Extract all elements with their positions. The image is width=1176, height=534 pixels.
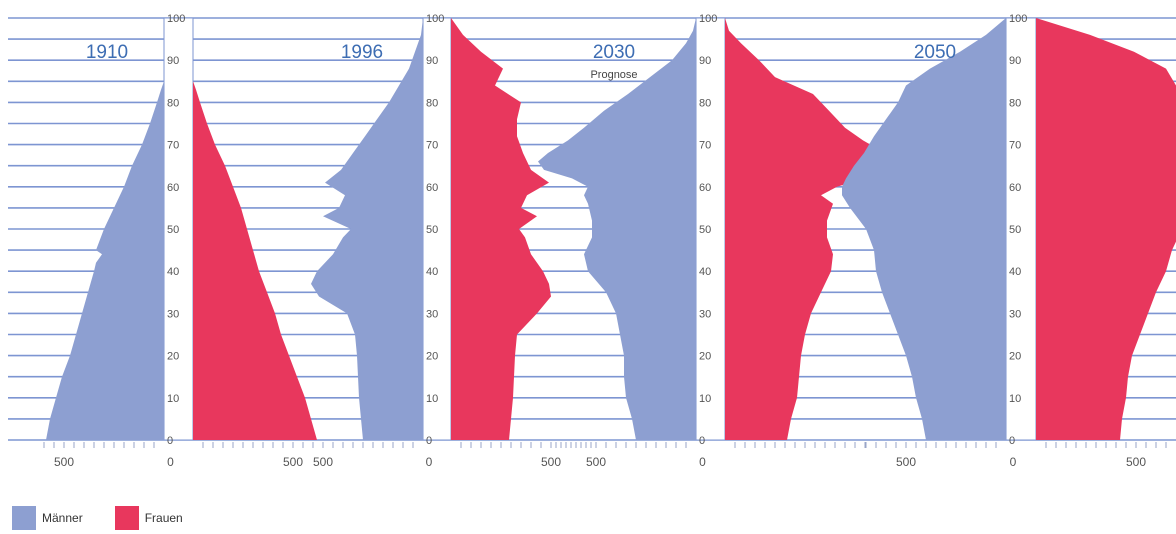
panel-2030-age-tick-80: 80 (699, 97, 711, 109)
panel-1910-x-label-0: 500 (54, 455, 74, 469)
panel-1996-title: 1996 (341, 42, 383, 63)
panel-2030-age-tick-70: 70 (699, 140, 711, 152)
panel-1910-age-tick-100: 100 (167, 13, 185, 25)
panel-1996-age-tick-30: 30 (426, 308, 438, 320)
legend-item-maenner: Männer (12, 506, 83, 530)
panel-2050-age-tick-80: 80 (1009, 97, 1021, 109)
panel-2050-x-label-1: 0 (1010, 455, 1017, 469)
panel-2050-age-tick-70: 70 (1009, 140, 1021, 152)
panel-2030-title: 2030 (593, 42, 635, 63)
panel-2030-age-tick-30: 30 (699, 308, 711, 320)
panel-2030-age-tick-50: 50 (699, 224, 711, 236)
panel-2030-age-tick-0: 0 (699, 435, 705, 447)
panel-1996-area-frauen (451, 18, 551, 440)
legend-swatch-frauen (114, 506, 139, 530)
panel-1910-age-tick-10: 10 (167, 393, 179, 405)
panel-1910-age-tick-50: 50 (167, 224, 179, 236)
panel-1996-age-tick-60: 60 (426, 182, 438, 194)
panel-1996-age-tick-0: 0 (426, 435, 432, 447)
panel-1996-age-tick-20: 20 (426, 351, 438, 363)
panel-2050-age-tick-60: 60 (1009, 182, 1021, 194)
panel-1996-age-tick-40: 40 (426, 266, 438, 278)
panel-2030-subtitle: Prognose (590, 69, 637, 81)
panel-2030-age-tick-90: 90 (699, 55, 711, 67)
panel-2030-age-tick-20: 20 (699, 351, 711, 363)
panel-1996-x-label-0: 500 (313, 455, 333, 469)
panel-2050-age-tick-10: 10 (1009, 393, 1021, 405)
panel-2050-area-mnner (842, 18, 1006, 440)
panel-1910-age-tick-40: 40 (167, 266, 179, 278)
panel-2050-age-tick-90: 90 (1009, 55, 1021, 67)
panel-2050-x-label-0: 500 (896, 455, 916, 469)
legend-swatch-maenner (12, 506, 36, 530)
panel-1996-age-tick-80: 80 (426, 97, 438, 109)
panel-1910-area-mnner (46, 81, 164, 441)
panel-2050-age-tick-50: 50 (1009, 224, 1021, 236)
panel-1910-title: 1910 (86, 42, 128, 63)
panel-1910-age-tick-60: 60 (167, 182, 179, 194)
panel-1910-age-tick-80: 80 (167, 97, 179, 109)
panel-2030-age-tick-40: 40 (699, 266, 711, 278)
panel-2030-age-tick-60: 60 (699, 182, 711, 194)
panel-2030-area-frauen (725, 18, 895, 440)
panel-1910-area-frauen (193, 81, 317, 441)
legend-label-frauen: Frauen (144, 511, 183, 525)
panel-2050-age-tick-20: 20 (1009, 351, 1021, 363)
panel-2050-age-tick-40: 40 (1009, 266, 1021, 278)
panel-1996-age-tick-70: 70 (426, 140, 438, 152)
panel-1996-age-axis (422, 17, 452, 441)
panel-2050-age-tick-100: 100 (1009, 13, 1027, 25)
panel-1910-age-tick-0: 0 (167, 435, 173, 447)
panel-1996-area-mnner (311, 18, 423, 440)
panel-2050-age-tick-30: 30 (1009, 308, 1021, 320)
panel-2050-area-frauen (1036, 18, 1176, 440)
panel-2050-x-label-2: 500 (1126, 455, 1146, 469)
panel-2030-age-tick-10: 10 (699, 393, 711, 405)
legend-item-frauen: Frauen (114, 506, 183, 530)
panel-2030-x-label-0: 500 (586, 455, 606, 469)
panel-1910-x-label-2: 500 (283, 455, 303, 469)
panel-1910-age-tick-30: 30 (167, 308, 179, 320)
legend-label-maenner: Männer (42, 511, 83, 525)
panel-1996-age-tick-50: 50 (426, 224, 438, 236)
panel-2050-age-tick-0: 0 (1009, 435, 1015, 447)
panel-2050-title: 2050 (914, 42, 956, 63)
panel-1910-age-tick-70: 70 (167, 140, 179, 152)
panel-1996-x-label-2: 500 (541, 455, 561, 469)
panel-1996-age-tick-90: 90 (426, 55, 438, 67)
panel-1996-x-label-1: 0 (426, 455, 433, 469)
panel-1996-age-tick-10: 10 (426, 393, 438, 405)
panel-2030-x-label-1: 0 (699, 455, 706, 469)
panel-1910-x-label-1: 0 (167, 455, 174, 469)
legend: Männer Frauen (12, 506, 183, 530)
panel-1910-age-tick-90: 90 (167, 55, 179, 67)
panel-1996-age-tick-100: 100 (426, 13, 444, 25)
panel-1910-age-tick-20: 20 (167, 351, 179, 363)
panel-2030-age-tick-100: 100 (699, 13, 717, 25)
panel-2030-area-mnner (538, 18, 696, 440)
